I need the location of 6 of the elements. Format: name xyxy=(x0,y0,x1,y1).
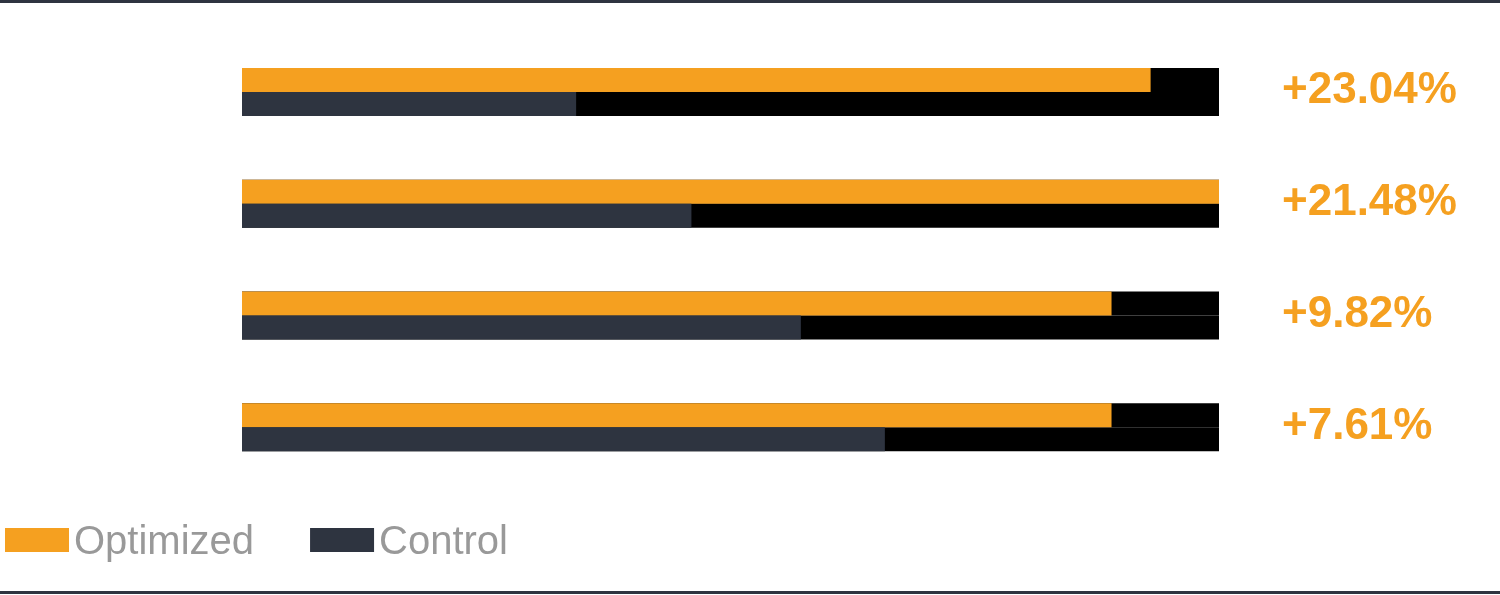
legend-label: Optimized xyxy=(74,518,255,562)
text: +9.82% xyxy=(1282,286,1433,336)
text: +21.48% xyxy=(1282,175,1457,225)
text: +7.61% xyxy=(1282,398,1433,448)
text: +23.04% xyxy=(1282,63,1457,113)
legend-label: Control xyxy=(379,518,509,562)
